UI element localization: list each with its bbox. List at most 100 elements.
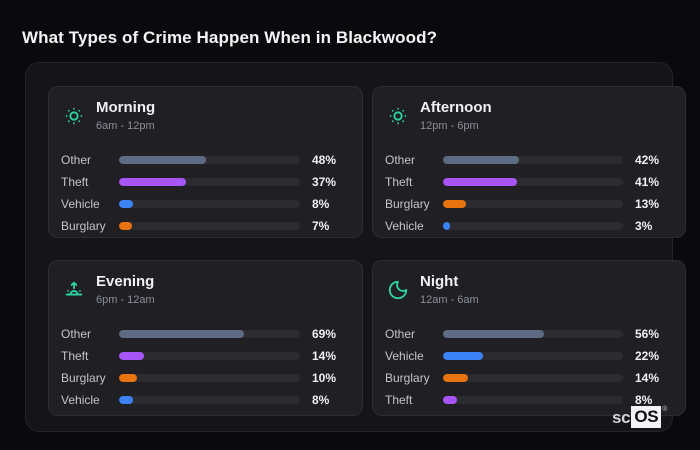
bar-track [443, 221, 623, 230]
bar-track [119, 177, 300, 186]
panel-title: Morning [96, 99, 156, 116]
bar-track [119, 329, 300, 338]
bar-fill [119, 199, 134, 208]
bar-value-label: 8% [635, 392, 653, 407]
bar-track [119, 155, 300, 164]
bar-fill [443, 395, 458, 404]
bar-row: Burglary 13% [385, 193, 673, 215]
bar-row: Theft 8% [385, 389, 673, 411]
bar-fill [119, 395, 134, 404]
panel-subtitle: 12pm - 6pm [420, 119, 479, 132]
bar-row: Other 42% [385, 149, 673, 171]
bar-row: Vehicle 22% [385, 345, 673, 367]
bar-category-label: Burglary [61, 218, 106, 233]
night-card: Night 12am - 6am Other 56% Vehicle 22% Burgl… [372, 260, 686, 416]
bar-row: Burglary 7% [61, 215, 350, 237]
sunrise-icon [63, 279, 85, 301]
bar-category-label: Other [385, 152, 416, 167]
bar-value-label: 10% [312, 370, 337, 385]
bar-row: Theft 37% [61, 171, 350, 193]
bar-value-label: 22% [635, 348, 660, 363]
bar-value-label: 37% [312, 174, 337, 189]
bar-row: Burglary 10% [61, 367, 350, 389]
bar-category-label: Burglary [385, 370, 430, 385]
bar-row: Vehicle 8% [61, 193, 350, 215]
bar-chart: Other 69% Theft 14% Burglary 10% Vehicle 8% [61, 323, 350, 411]
bar-value-label: 14% [635, 370, 660, 385]
bar-category-label: Theft [385, 392, 413, 407]
bar-category-label: Other [385, 326, 416, 341]
bar-fill [119, 155, 206, 164]
bar-track [119, 199, 300, 208]
afternoon-card: Afternoon 12pm - 6pm Other 42% Theft 41% Bur… [372, 86, 686, 238]
panel-subtitle: 12am - 6am [420, 293, 479, 306]
bar-row: Other 56% [385, 323, 673, 345]
panel-title: Evening [96, 273, 155, 290]
bar-row: Vehicle 3% [385, 215, 673, 237]
bar-row: Other 69% [61, 323, 350, 345]
bar-chart: Other 48% Theft 37% Vehicle 8% Burglary 7% [61, 149, 350, 237]
bar-track [119, 221, 300, 230]
bar-track [119, 395, 300, 404]
morning-card: Morning 6am - 12pm Other 48% Theft 37% Vehic… [48, 86, 363, 238]
bar-value-label: 7% [312, 218, 330, 233]
panel-title: Afternoon [420, 99, 492, 116]
bar-track [119, 351, 300, 360]
logo-text-box: OS [631, 406, 662, 428]
bar-fill [119, 177, 186, 186]
bar-track [443, 373, 623, 382]
bar-row: Burglary 14% [385, 367, 673, 389]
bar-category-label: Theft [385, 174, 413, 189]
bar-category-label: Vehicle [385, 218, 424, 233]
bar-row: Theft 41% [385, 171, 673, 193]
panel-subtitle: 6am - 12pm [96, 119, 155, 132]
page-title: What Types of Crime Happen When in Black… [22, 28, 438, 47]
bar-category-label: Vehicle [61, 392, 100, 407]
panel-title: Night [420, 273, 459, 290]
bar-track [119, 373, 300, 382]
bar-fill [119, 221, 132, 230]
bar-chart: Other 42% Theft 41% Burglary 13% Vehicle 3% [385, 149, 673, 237]
bar-track [443, 155, 623, 164]
bar-value-label: 13% [635, 196, 660, 211]
bar-fill [443, 373, 469, 382]
bar-value-label: 42% [635, 152, 660, 167]
bar-row: Vehicle 8% [61, 389, 350, 411]
bar-fill [443, 177, 517, 186]
bar-fill [443, 351, 483, 360]
bar-value-label: 3% [635, 218, 653, 233]
bar-category-label: Burglary [385, 196, 430, 211]
card-header: Morning 6am - 12pm [61, 99, 350, 132]
bar-fill [443, 329, 544, 338]
bar-chart: Other 56% Vehicle 22% Burglary 14% Theft 8% [385, 323, 673, 411]
bar-value-label: 48% [312, 152, 337, 167]
bar-category-label: Other [61, 152, 92, 167]
bar-value-label: 41% [635, 174, 660, 189]
bar-track [443, 199, 623, 208]
card-header: Afternoon 12pm - 6pm [385, 99, 673, 132]
bar-row: Other 48% [61, 149, 350, 171]
moon-icon [387, 279, 409, 301]
sun-dim-icon [63, 105, 85, 127]
bar-track [443, 395, 623, 404]
bar-track [443, 329, 623, 338]
bar-track [443, 177, 623, 186]
bar-value-label: 69% [312, 326, 337, 341]
sun-dim-icon [387, 105, 409, 127]
scos-logo: sc OS ® [612, 406, 667, 428]
bar-value-label: 8% [312, 392, 330, 407]
bar-row: Theft 14% [61, 345, 350, 367]
registered-mark: ® [662, 406, 668, 413]
card-header: Evening 6pm - 12am [61, 273, 350, 306]
bar-category-label: Vehicle [61, 196, 100, 211]
bar-value-label: 14% [312, 348, 337, 363]
evening-card: Evening 6pm - 12am Other 69% Theft 14% Burgl… [48, 260, 363, 416]
panel-subtitle: 6pm - 12am [96, 293, 155, 306]
bar-fill [119, 351, 145, 360]
bar-value-label: 56% [635, 326, 660, 341]
bar-category-label: Theft [61, 348, 89, 363]
bar-track [443, 351, 623, 360]
logo-text-prefix: sc [612, 407, 631, 427]
bar-fill [443, 199, 467, 208]
bar-fill [119, 329, 244, 338]
